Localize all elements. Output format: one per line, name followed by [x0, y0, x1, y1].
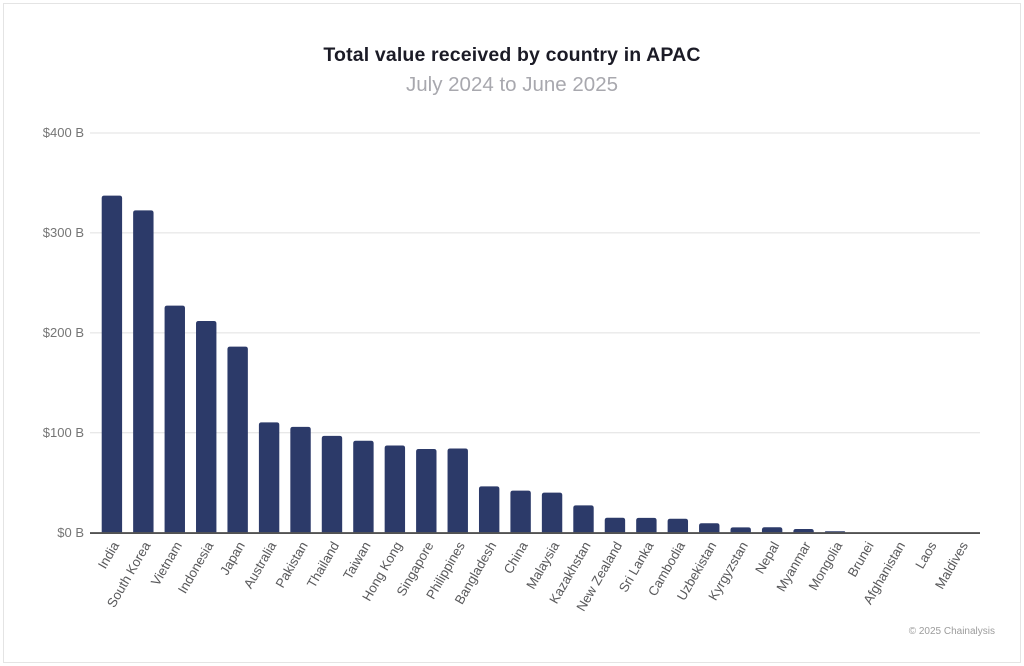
- svg-text:Japan: Japan: [217, 539, 248, 578]
- svg-text:$400 B: $400 B: [43, 125, 84, 140]
- svg-text:Nepal: Nepal: [752, 539, 782, 576]
- svg-text:Brunei: Brunei: [845, 539, 877, 580]
- svg-text:$200 B: $200 B: [43, 325, 84, 340]
- svg-text:India: India: [95, 538, 123, 571]
- svg-text:Taiwan: Taiwan: [340, 539, 374, 582]
- svg-text:China: China: [501, 538, 532, 576]
- svg-text:$0 B: $0 B: [57, 525, 84, 540]
- svg-text:Laos: Laos: [912, 539, 939, 572]
- svg-text:$100 B: $100 B: [43, 425, 84, 440]
- svg-text:$300 B: $300 B: [43, 225, 84, 240]
